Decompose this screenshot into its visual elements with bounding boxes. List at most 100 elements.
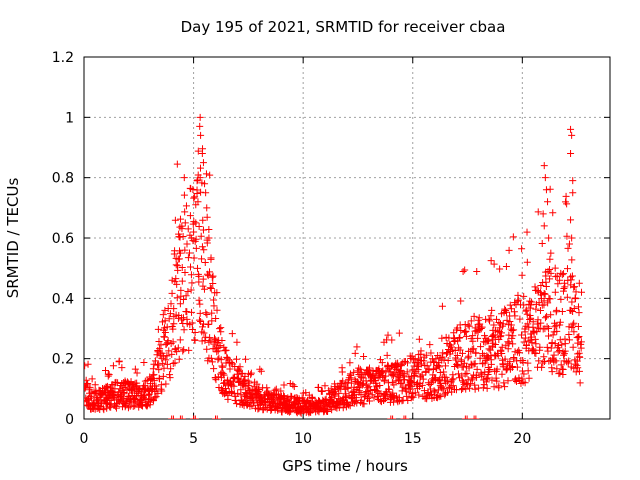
data-point — [234, 389, 242, 397]
data-point — [242, 393, 250, 401]
data-point — [182, 292, 190, 300]
data-point — [461, 320, 469, 328]
data-point — [219, 363, 227, 371]
data-point — [378, 368, 386, 376]
data-point — [365, 397, 373, 405]
data-point — [514, 291, 522, 299]
data-point — [444, 377, 452, 385]
data-point — [235, 374, 243, 382]
data-point — [183, 240, 191, 248]
data-point — [187, 286, 195, 294]
data-point — [173, 348, 181, 356]
data-point — [200, 246, 208, 254]
data-point — [570, 283, 578, 291]
data-point — [463, 415, 471, 419]
data-point — [464, 354, 472, 362]
data-point — [569, 343, 577, 351]
data-point — [170, 305, 178, 313]
data-point — [477, 325, 485, 333]
data-point — [533, 320, 541, 328]
data-point — [474, 334, 482, 342]
data-point — [538, 363, 546, 371]
data-point — [570, 328, 578, 336]
data-point — [104, 370, 112, 378]
data-point — [278, 408, 286, 416]
data-point — [555, 342, 563, 350]
data-point — [345, 401, 353, 409]
data-point — [545, 324, 553, 332]
y-tick-label: 0.8 — [52, 171, 74, 187]
data-points — [84, 113, 586, 419]
data-point — [347, 379, 355, 387]
data-point — [355, 364, 363, 372]
data-point — [540, 222, 548, 230]
data-point — [468, 345, 476, 353]
data-point — [545, 234, 553, 242]
x-tick-label: 20 — [513, 431, 531, 447]
data-point — [359, 374, 367, 382]
data-point — [212, 315, 220, 323]
axes — [83, 56, 611, 420]
data-point — [180, 191, 188, 199]
data-point — [151, 357, 159, 365]
data-point — [502, 263, 510, 271]
data-point — [172, 261, 180, 269]
data-point — [509, 340, 517, 348]
data-point — [179, 347, 187, 355]
data-point — [219, 370, 227, 378]
data-point — [176, 233, 184, 241]
data-point — [166, 310, 174, 318]
data-point — [196, 164, 204, 172]
data-point — [556, 346, 564, 354]
data-point — [362, 389, 370, 397]
data-point — [496, 265, 504, 273]
data-point — [84, 360, 92, 368]
data-point — [500, 379, 508, 387]
data-point — [182, 202, 190, 210]
data-point — [387, 415, 395, 419]
data-point — [215, 325, 223, 333]
data-point — [176, 249, 184, 257]
data-point — [146, 390, 154, 398]
data-point — [401, 376, 409, 384]
data-point — [198, 255, 206, 263]
data-point — [426, 385, 434, 393]
data-point — [469, 374, 477, 382]
data-point — [476, 354, 484, 362]
data-point — [163, 360, 171, 368]
data-point — [509, 233, 517, 241]
data-point — [179, 233, 187, 241]
data-point — [444, 356, 452, 364]
data-point — [195, 223, 203, 231]
data-point — [574, 322, 582, 330]
data-point — [193, 186, 201, 194]
data-point — [578, 288, 586, 296]
data-point — [394, 398, 402, 406]
data-point — [173, 160, 181, 168]
data-point — [384, 331, 392, 339]
data-point — [552, 357, 560, 365]
data-point — [466, 384, 474, 392]
data-point — [206, 284, 214, 292]
data-point — [218, 336, 226, 344]
data-point — [171, 359, 179, 367]
data-point — [426, 380, 434, 388]
data-point — [389, 415, 397, 419]
data-point — [161, 328, 169, 336]
data-point — [464, 321, 472, 329]
data-point — [175, 355, 183, 363]
data-point — [501, 383, 509, 391]
data-point — [471, 360, 479, 368]
data-point — [109, 393, 117, 401]
data-point — [567, 306, 575, 314]
data-point — [372, 387, 380, 395]
data-point — [187, 234, 195, 242]
data-point — [487, 312, 495, 320]
data-point — [173, 294, 181, 302]
data-point — [453, 352, 461, 360]
data-point — [388, 336, 396, 344]
data-point — [526, 304, 534, 312]
data-point — [195, 272, 203, 280]
data-point — [344, 384, 352, 392]
data-point — [170, 320, 178, 328]
